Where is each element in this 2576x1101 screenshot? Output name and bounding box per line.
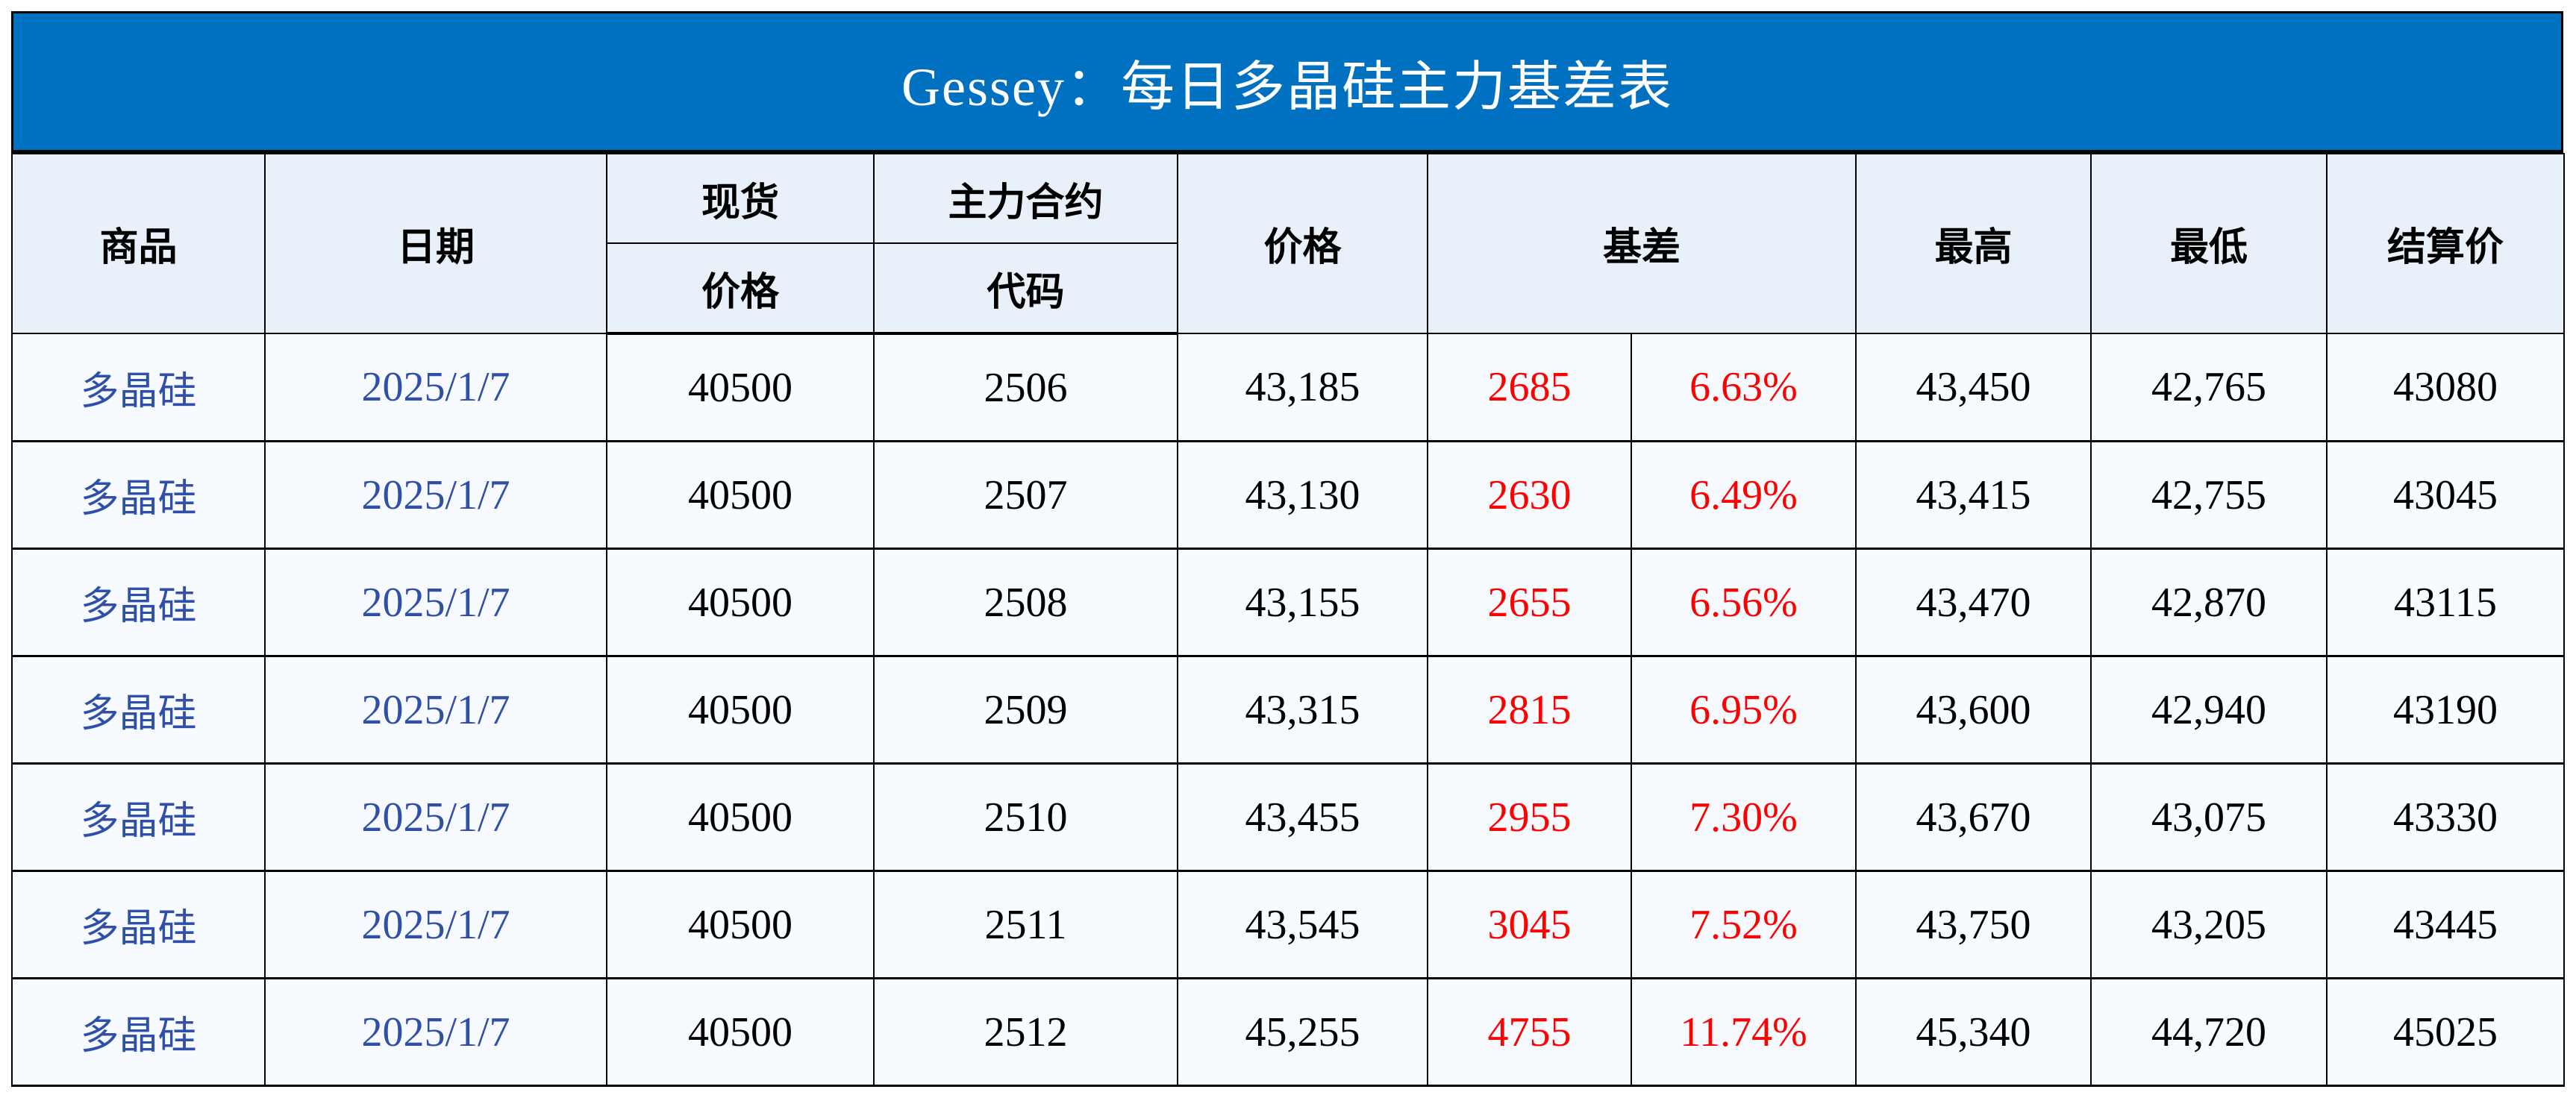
table-row: 多晶硅 2025/1/7 40500 2507 43,130 2630 6.49… <box>11 440 2566 550</box>
cell-settle: 43080 <box>2326 333 2566 442</box>
cell-spot-price: 40500 <box>606 655 875 765</box>
cell-date: 2025/1/7 <box>264 655 607 765</box>
cell-contract-code: 2508 <box>873 548 1178 657</box>
header-date: 日期 <box>264 153 607 334</box>
cell-basis-pct: 6.56% <box>1630 548 1857 657</box>
cell-high: 45,340 <box>1855 977 2092 1087</box>
cell-settle: 43330 <box>2326 762 2566 872</box>
cell-spot-price: 40500 <box>606 977 875 1087</box>
header-spot-bottom: 价格 <box>606 242 875 335</box>
header-basis: 基差 <box>1426 153 1857 334</box>
table-row: 多晶硅 2025/1/7 40500 2509 43,315 2815 6.95… <box>11 655 2566 765</box>
cell-date: 2025/1/7 <box>264 762 607 872</box>
table-row: 多晶硅 2025/1/7 40500 2511 43,545 3045 7.52… <box>11 870 2566 979</box>
header-high: 最高 <box>1855 153 2092 334</box>
table-row: 多晶硅 2025/1/7 40500 2508 43,155 2655 6.56… <box>11 548 2566 657</box>
cell-high: 43,670 <box>1855 762 2092 872</box>
cell-basis: 4755 <box>1427 977 1632 1087</box>
cell-date: 2025/1/7 <box>264 440 607 550</box>
cell-low: 43,205 <box>2090 870 2328 979</box>
table-title: Gessey：每日多晶硅主力基差表 <box>11 11 2563 153</box>
cell-spot-price: 40500 <box>606 548 875 657</box>
cell-low: 42,940 <box>2090 655 2328 765</box>
cell-price: 43,455 <box>1177 762 1428 872</box>
cell-price: 43,315 <box>1177 655 1428 765</box>
cell-settle: 43115 <box>2326 548 2566 657</box>
cell-contract-code: 2507 <box>873 440 1178 550</box>
cell-price: 45,255 <box>1177 977 1428 1087</box>
cell-date: 2025/1/7 <box>264 548 607 657</box>
table-row: 多晶硅 2025/1/7 40500 2506 43,185 2685 6.63… <box>11 333 2566 442</box>
cell-product: 多晶硅 <box>11 870 266 979</box>
cell-basis-pct: 6.95% <box>1630 655 1857 765</box>
cell-basis-pct: 11.74% <box>1630 977 1857 1087</box>
cell-basis: 3045 <box>1427 870 1632 979</box>
cell-contract-code: 2512 <box>873 977 1178 1087</box>
cell-date: 2025/1/7 <box>264 870 607 979</box>
cell-product: 多晶硅 <box>11 977 266 1087</box>
cell-basis-pct: 7.30% <box>1630 762 1857 872</box>
cell-low: 42,755 <box>2090 440 2328 550</box>
cell-contract-code: 2509 <box>873 655 1178 765</box>
cell-settle: 43190 <box>2326 655 2566 765</box>
cell-price: 43,130 <box>1177 440 1428 550</box>
cell-spot-price: 40500 <box>606 333 875 442</box>
header-settle: 结算价 <box>2326 153 2566 334</box>
cell-settle: 45025 <box>2326 977 2566 1087</box>
cell-product: 多晶硅 <box>11 440 266 550</box>
cell-basis-pct: 6.49% <box>1630 440 1857 550</box>
header-price: 价格 <box>1177 153 1428 334</box>
basis-table-container: Gessey：每日多晶硅主力基差表 商品 日期 现货 主力合约 价格 基差 最高… <box>11 11 2566 1087</box>
cell-high: 43,415 <box>1855 440 2092 550</box>
cell-basis-pct: 7.52% <box>1630 870 1857 979</box>
cell-spot-price: 40500 <box>606 440 875 550</box>
cell-high: 43,450 <box>1855 333 2092 442</box>
cell-product: 多晶硅 <box>11 548 266 657</box>
cell-basis: 2815 <box>1427 655 1632 765</box>
cell-date: 2025/1/7 <box>264 333 607 442</box>
basis-table: 商品 日期 现货 主力合约 价格 基差 最高 最低 结算价 价格 代码 多晶硅 … <box>11 153 2566 1087</box>
cell-product: 多晶硅 <box>11 333 266 442</box>
cell-high: 43,600 <box>1855 655 2092 765</box>
cell-basis: 2955 <box>1427 762 1632 872</box>
cell-basis: 2685 <box>1427 333 1632 442</box>
cell-price: 43,155 <box>1177 548 1428 657</box>
cell-basis-pct: 6.63% <box>1630 333 1857 442</box>
cell-spot-price: 40500 <box>606 870 875 979</box>
cell-low: 42,870 <box>2090 548 2328 657</box>
cell-product: 多晶硅 <box>11 762 266 872</box>
table-header: 商品 日期 现货 主力合约 价格 基差 最高 最低 结算价 价格 代码 <box>11 153 2566 335</box>
cell-contract-code: 2506 <box>873 333 1178 442</box>
table-body: 多晶硅 2025/1/7 40500 2506 43,185 2685 6.63… <box>11 333 2566 1087</box>
header-spot-top: 现货 <box>606 153 875 244</box>
table-row: 多晶硅 2025/1/7 40500 2510 43,455 2955 7.30… <box>11 762 2566 872</box>
cell-low: 44,720 <box>2090 977 2328 1087</box>
cell-price: 43,545 <box>1177 870 1428 979</box>
cell-spot-price: 40500 <box>606 762 875 872</box>
table-row: 多晶硅 2025/1/7 40500 2512 45,255 4755 11.7… <box>11 977 2566 1087</box>
header-contract-top: 主力合约 <box>873 153 1178 244</box>
cell-settle: 43445 <box>2326 870 2566 979</box>
cell-low: 42,765 <box>2090 333 2328 442</box>
cell-product: 多晶硅 <box>11 655 266 765</box>
cell-high: 43,470 <box>1855 548 2092 657</box>
header-product: 商品 <box>11 153 266 334</box>
cell-contract-code: 2511 <box>873 870 1178 979</box>
cell-settle: 43045 <box>2326 440 2566 550</box>
cell-basis: 2655 <box>1427 548 1632 657</box>
header-low: 最低 <box>2090 153 2328 334</box>
header-contract-bottom: 代码 <box>873 242 1178 335</box>
cell-price: 43,185 <box>1177 333 1428 442</box>
cell-date: 2025/1/7 <box>264 977 607 1087</box>
cell-low: 43,075 <box>2090 762 2328 872</box>
cell-high: 43,750 <box>1855 870 2092 979</box>
cell-contract-code: 2510 <box>873 762 1178 872</box>
cell-basis: 2630 <box>1427 440 1632 550</box>
